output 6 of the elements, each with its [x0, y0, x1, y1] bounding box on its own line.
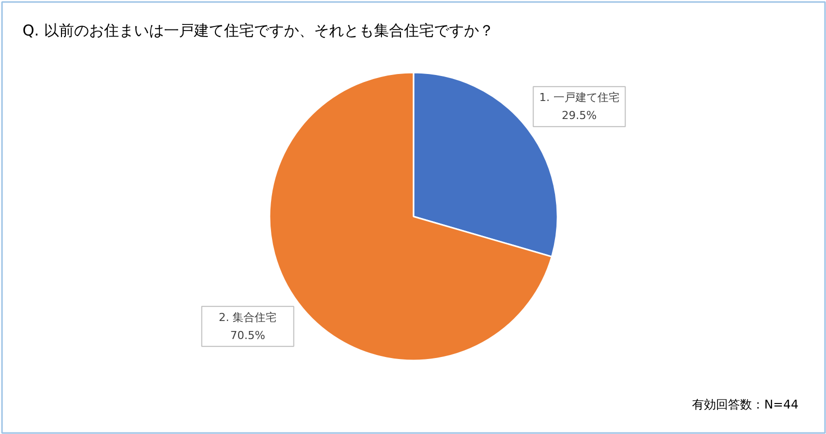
slice-label: 1. 一戸建て住宅: [539, 91, 620, 104]
text: 有効回答数：N=44: [692, 398, 799, 412]
data-label: 29.5%: [562, 109, 597, 122]
chart-title: Q. 以前のお住まいは一戸建て住宅ですか、それとも集合住宅ですか？: [22, 22, 494, 40]
slice-label: 2. 集合住宅: [218, 310, 277, 324]
data-label: 70.5%: [230, 328, 266, 342]
